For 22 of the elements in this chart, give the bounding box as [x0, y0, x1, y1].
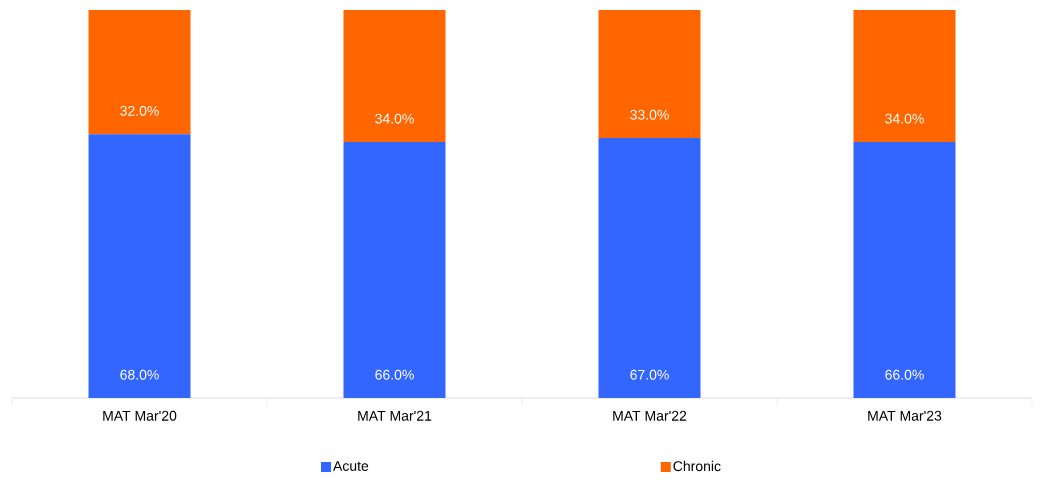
bar — [853, 141, 956, 398]
bar — [598, 9, 701, 139]
x-tick-label: MAT Mar'21 — [358, 410, 432, 421]
bar — [343, 141, 446, 398]
data-label: 32.0% — [120, 105, 159, 116]
x-tick-label: MAT Mar'20 — [103, 410, 177, 421]
bar — [598, 138, 701, 398]
data-label: 34.0% — [885, 113, 924, 124]
data-label: 33.0% — [630, 109, 669, 120]
legend-label: Chronic — [673, 460, 721, 472]
data-label: 67.0% — [630, 369, 669, 380]
x-tick-label: MAT Mar'23 — [868, 410, 942, 421]
bar — [343, 9, 446, 142]
x-tick-label: MAT Mar'22 — [613, 410, 687, 421]
bar — [88, 134, 191, 398]
data-label: 66.0% — [375, 369, 414, 380]
data-label: 34.0% — [375, 113, 414, 124]
bar — [853, 9, 956, 142]
data-label: 66.0% — [885, 369, 924, 380]
data-label: 68.0% — [120, 369, 159, 380]
legend-label: Acute — [333, 461, 369, 471]
bar — [88, 9, 191, 135]
